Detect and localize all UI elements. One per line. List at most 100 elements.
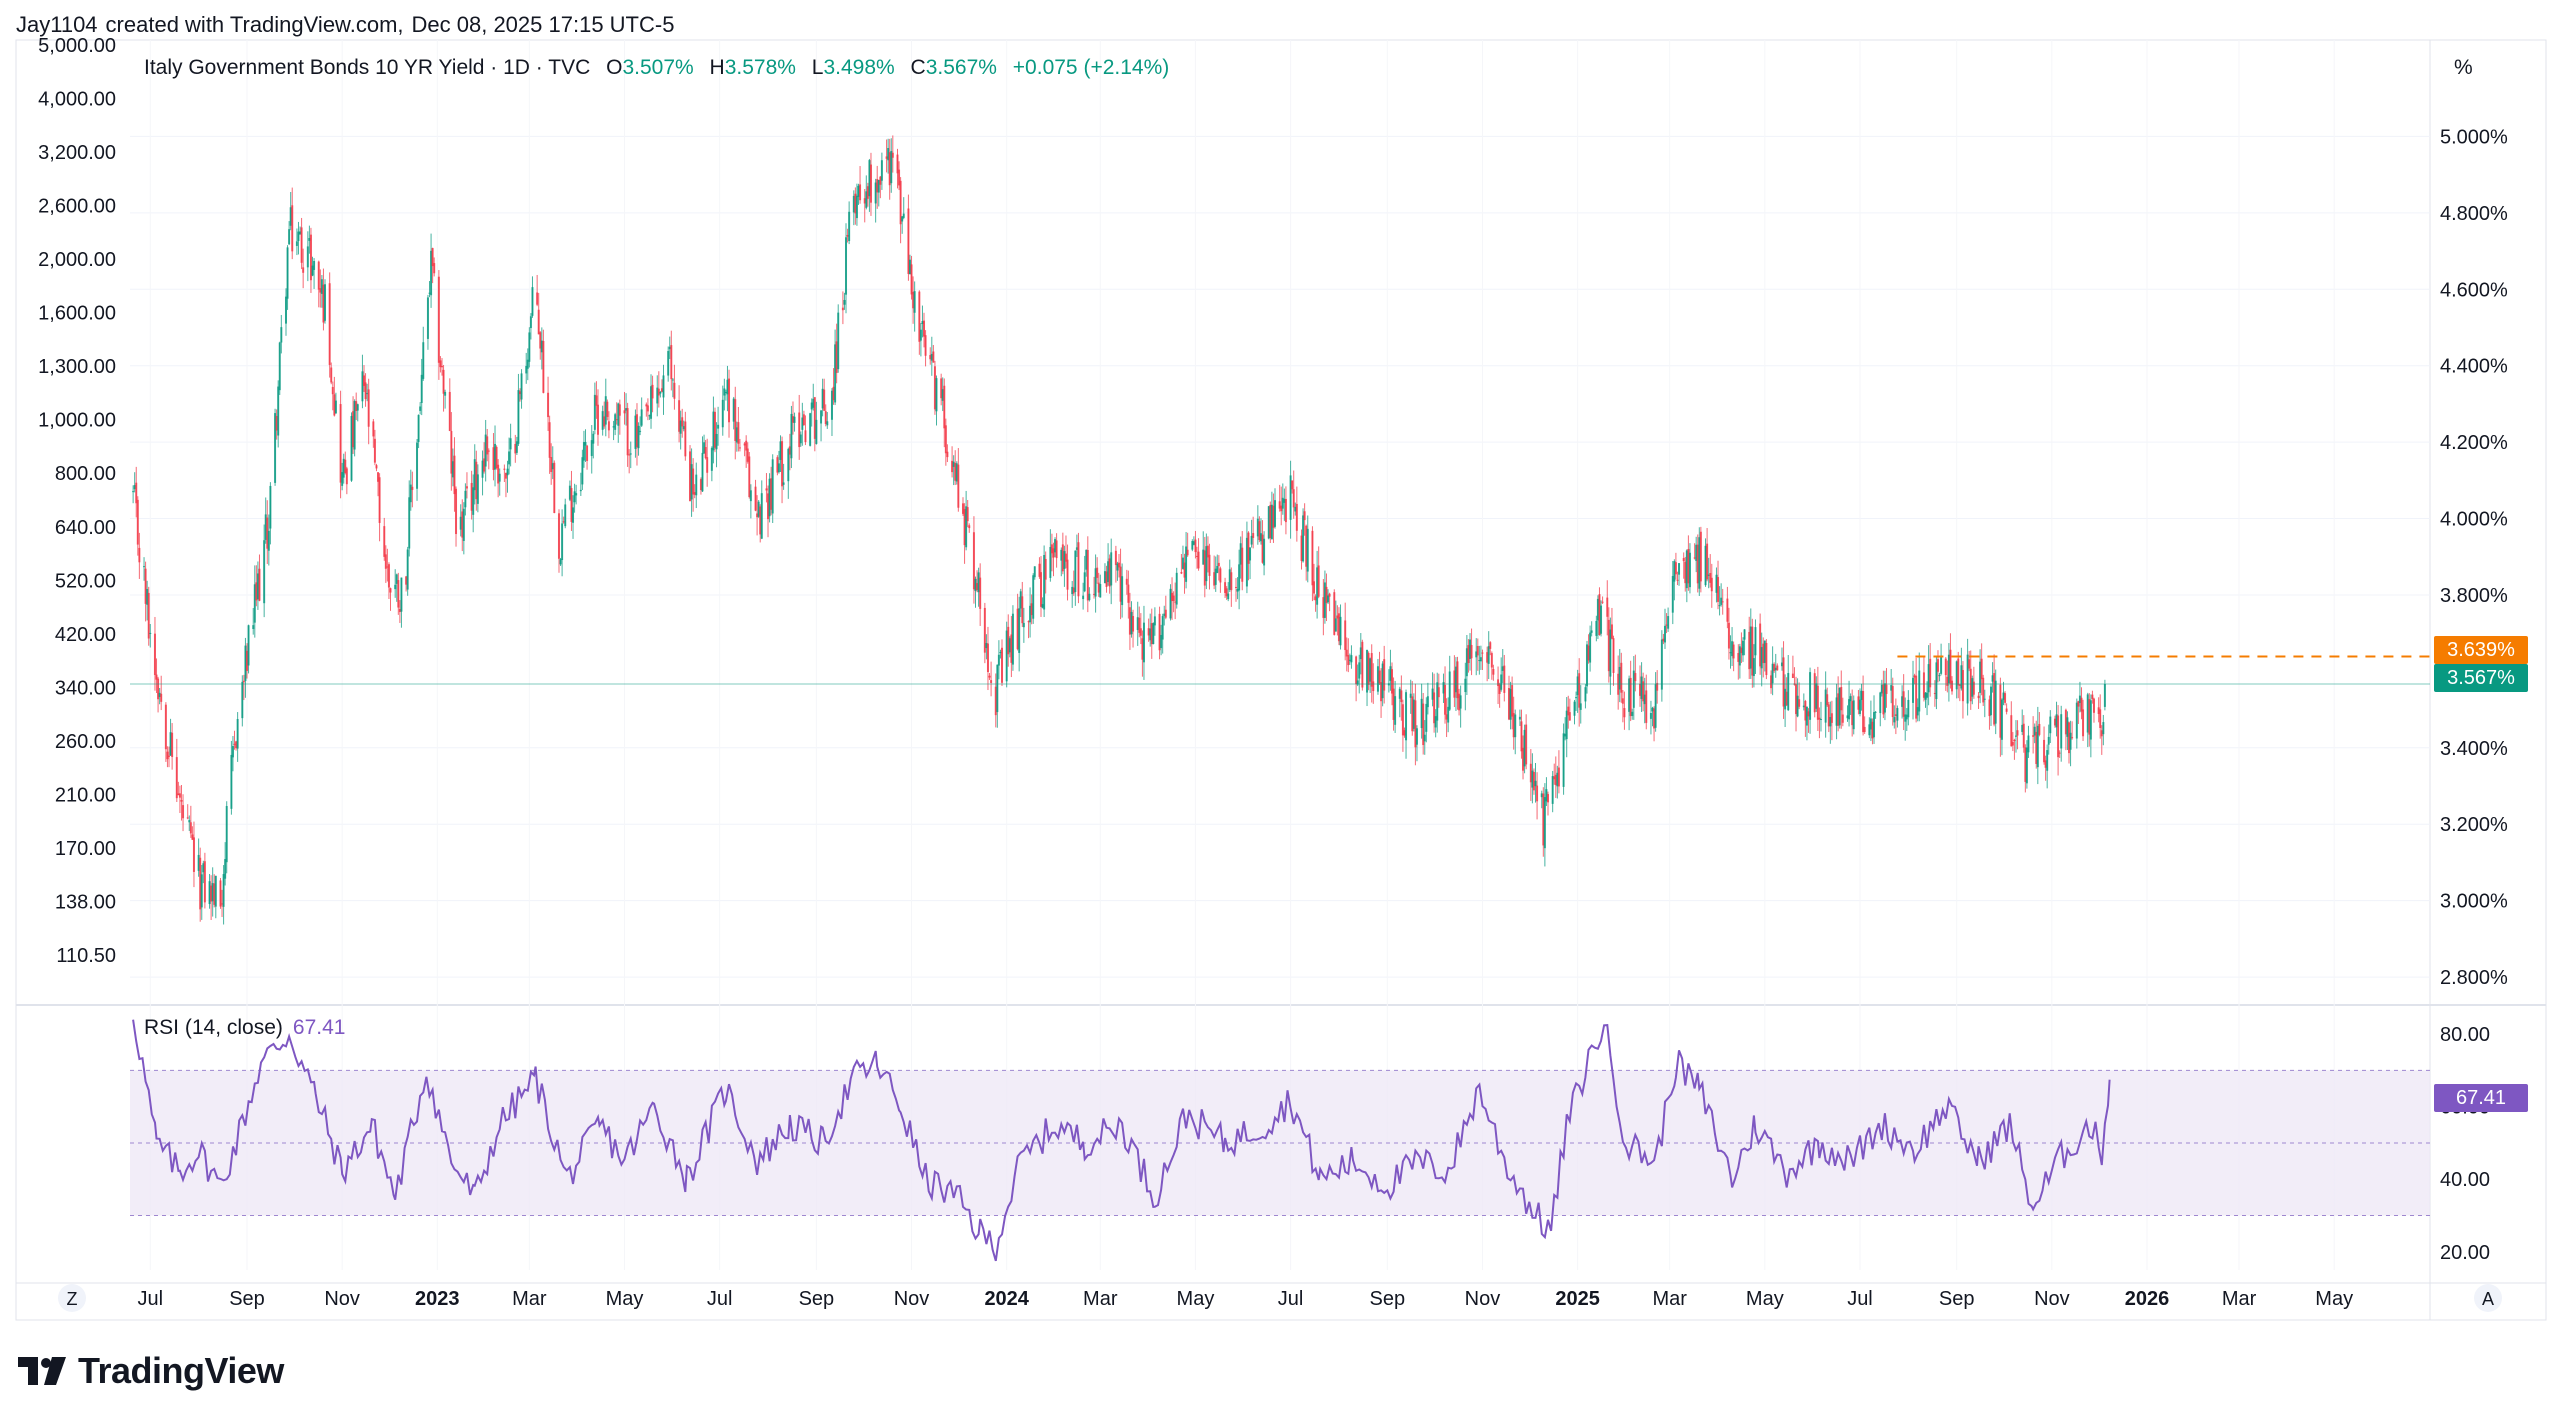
candle <box>954 450 957 486</box>
candle <box>1913 673 1916 685</box>
candle-body <box>373 438 376 463</box>
candle <box>813 396 816 452</box>
candle-body <box>330 367 333 383</box>
candle-body <box>1913 675 1916 678</box>
auto-scale-button[interactable] <box>2474 1284 2502 1312</box>
candle <box>1503 654 1506 702</box>
candle <box>1378 651 1381 686</box>
candle-body <box>671 379 674 381</box>
candle <box>1961 661 1964 719</box>
candle <box>199 847 202 922</box>
candle <box>637 422 640 456</box>
candle <box>529 313 532 340</box>
candle-body <box>417 414 420 442</box>
candle <box>1632 656 1635 720</box>
candle <box>614 412 617 436</box>
candle <box>1564 717 1567 741</box>
candle <box>575 484 578 505</box>
candle-body <box>1500 674 1503 690</box>
candle <box>821 378 824 417</box>
candle-body <box>1132 616 1135 632</box>
candle <box>1208 543 1211 590</box>
candle <box>289 191 292 231</box>
candle-body <box>2068 722 2071 754</box>
candle-body <box>678 400 681 432</box>
candle <box>874 178 877 223</box>
candle <box>1684 556 1687 592</box>
candle-body <box>1008 638 1011 653</box>
candle-body <box>1511 685 1514 717</box>
candle <box>291 187 294 260</box>
candle-body <box>1235 586 1238 588</box>
candle-body <box>1879 692 1882 714</box>
candle <box>768 473 771 523</box>
candle <box>1785 677 1788 707</box>
candle-body <box>1620 662 1623 693</box>
candle <box>1770 670 1773 694</box>
candle-body <box>1334 618 1337 632</box>
high-label: H <box>709 56 725 79</box>
candle-body <box>618 404 621 416</box>
tradingview-logo[interactable]: TradingView <box>18 1350 284 1392</box>
candle <box>1525 714 1528 770</box>
candle <box>1116 561 1119 581</box>
candle <box>2058 750 2061 758</box>
candle-body <box>601 411 604 430</box>
candle <box>1869 700 1872 742</box>
candle-body <box>1476 645 1479 656</box>
unit-label[interactable]: % <box>2454 56 2473 79</box>
grid-lines <box>15 39 2547 1321</box>
logo-text: TradingView <box>78 1350 284 1391</box>
candle <box>2024 744 2027 793</box>
candle <box>1848 680 1851 727</box>
candle-body <box>963 509 966 546</box>
candle <box>2075 698 2078 749</box>
candle-body <box>203 861 206 903</box>
candle <box>1414 683 1417 766</box>
candle-body <box>1160 634 1163 649</box>
right-axis-tick: 5.000% <box>2440 126 2508 148</box>
left-axis-tick: 5,000.00 <box>38 35 116 57</box>
candle <box>167 746 170 768</box>
candle <box>1660 630 1663 702</box>
candle <box>1726 586 1729 629</box>
candle-body <box>1139 628 1142 636</box>
candle-body <box>1093 593 1096 595</box>
candle <box>266 500 269 564</box>
candle-body <box>242 680 245 683</box>
candle <box>1027 620 1030 639</box>
candle-body <box>1787 673 1790 711</box>
symbol-legend[interactable]: Italy Government Bonds 10 YR Yield · 1D … <box>144 56 1169 80</box>
candle-body <box>1041 604 1044 608</box>
candle-body <box>1904 714 1907 722</box>
candle <box>1751 618 1754 688</box>
candle <box>1370 644 1373 703</box>
candle <box>815 401 818 445</box>
left-axis-tick: 110.50 <box>56 945 116 967</box>
candle <box>1114 545 1117 583</box>
candle-body <box>144 568 147 604</box>
candle-body <box>1437 687 1440 698</box>
candle <box>428 281 431 298</box>
user-name[interactable]: Jay1104 <box>16 12 98 37</box>
candle <box>1118 553 1121 578</box>
candle-body <box>1252 533 1255 538</box>
left-axis-tick: 640.00 <box>55 517 116 539</box>
candle-body <box>426 297 429 339</box>
candle-body <box>706 457 709 473</box>
candle <box>1882 670 1885 719</box>
candle-body <box>286 247 289 299</box>
candle <box>1022 607 1025 643</box>
candle <box>362 365 365 392</box>
zoom-reset-button[interactable] <box>58 1284 86 1312</box>
candle <box>1540 790 1543 809</box>
candle-body <box>972 532 975 590</box>
candle-body <box>951 460 954 473</box>
candle <box>559 557 562 567</box>
candle-body <box>1710 577 1713 592</box>
rsi-legend[interactable]: RSI (14, close) 67.41 <box>144 1016 345 1040</box>
candle-body <box>1715 574 1718 593</box>
candle-body <box>1520 721 1523 752</box>
candle <box>704 439 707 460</box>
